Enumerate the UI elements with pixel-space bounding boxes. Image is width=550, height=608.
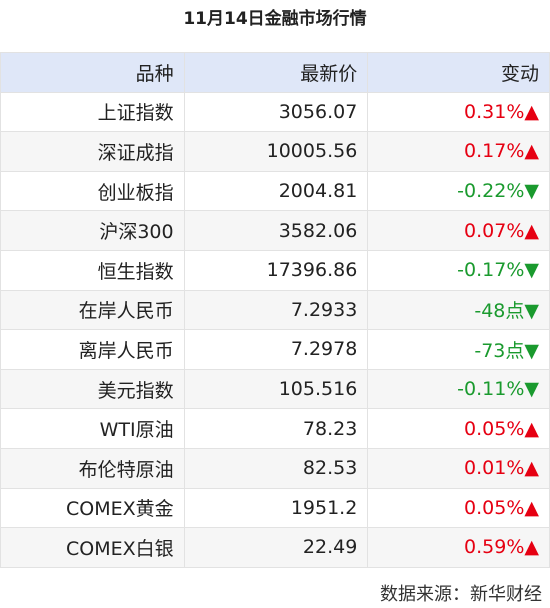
instrument-cell: 上证指数 [0, 91, 185, 133]
change-cell: -0.17%▼ [367, 249, 550, 291]
change-cell: 0.05%▲ [367, 487, 550, 529]
price-cell: 7.2978 [183, 329, 369, 370]
change-cell: -48点▼ [367, 289, 550, 331]
change-cell: -0.22%▼ [367, 170, 550, 212]
instrument-cell: 恒生指数 [0, 249, 185, 291]
instrument-cell: COMEX黄金 [0, 487, 185, 529]
price-cell: 105.516 [183, 368, 369, 410]
header-cell: 变动 [367, 52, 550, 93]
instrument-cell: 创业板指 [0, 170, 185, 212]
instrument-cell: WTI原油 [0, 408, 185, 449]
table-row: 离岸人民币 7.2978 -73点▼ [0, 329, 550, 370]
price-cell: 7.2933 [183, 289, 369, 331]
price-cell: 82.53 [183, 447, 369, 489]
instrument-cell: 美元指数 [0, 368, 185, 410]
table-row: 创业板指 2004.81 -0.22%▼ [0, 170, 550, 212]
table-row: 美元指数 105.516 -0.11%▼ [0, 368, 550, 410]
instrument-cell: 离岸人民币 [0, 329, 185, 370]
change-cell: 0.31%▲ [367, 91, 550, 133]
table-row: COMEX黄金 1951.2 0.05%▲ [0, 487, 550, 529]
header-row: 品种 最新价 变动 [0, 52, 550, 93]
price-cell: 10005.56 [183, 131, 369, 172]
header-cell: 品种 [0, 52, 185, 93]
change-cell: 0.07%▲ [367, 210, 550, 251]
instrument-cell: COMEX白银 [0, 527, 185, 568]
price-cell: 22.49 [183, 527, 369, 568]
instrument-cell: 沪深300 [0, 210, 185, 251]
change-cell: -0.11%▼ [367, 368, 550, 410]
change-cell: 0.17%▲ [367, 131, 550, 172]
table-row: 沪深300 3582.06 0.07%▲ [0, 210, 550, 251]
header-cell: 最新价 [183, 52, 369, 93]
change-cell: 0.01%▲ [367, 447, 550, 489]
table-row: 上证指数 3056.07 0.31%▲ [0, 91, 550, 133]
price-cell: 1951.2 [183, 487, 369, 529]
price-cell: 3582.06 [183, 210, 369, 251]
table-row: WTI原油 78.23 0.05%▲ [0, 408, 550, 449]
table-row: 在岸人民币 7.2933 -48点▼ [0, 289, 550, 331]
price-cell: 17396.86 [183, 249, 369, 291]
price-cell: 3056.07 [183, 91, 369, 133]
table-row: 深证成指 10005.56 0.17%▲ [0, 131, 550, 172]
instrument-cell: 在岸人民币 [0, 289, 185, 331]
table-row: 布伦特原油 82.53 0.01%▲ [0, 447, 550, 489]
market-table: 品种 最新价 变动 上证指数 3056.07 0.31%▲ 深证成指 10005.56 0.1… [0, 52, 550, 568]
change-cell: -73点▼ [367, 329, 550, 370]
change-cell: 0.05%▲ [367, 408, 550, 449]
instrument-cell: 布伦特原油 [0, 447, 185, 489]
price-cell: 78.23 [183, 408, 369, 449]
source-note: 数据来源：新华财经 [380, 584, 542, 605]
title: 11月14日金融市场行情 [183, 9, 367, 29]
change-cell: 0.59%▲ [367, 527, 550, 568]
table-row: COMEX白银 22.49 0.59%▲ [0, 527, 550, 568]
instrument-cell: 深证成指 [0, 131, 185, 172]
price-cell: 2004.81 [183, 170, 369, 212]
table-row: 恒生指数 17396.86 -0.17%▼ [0, 249, 550, 291]
